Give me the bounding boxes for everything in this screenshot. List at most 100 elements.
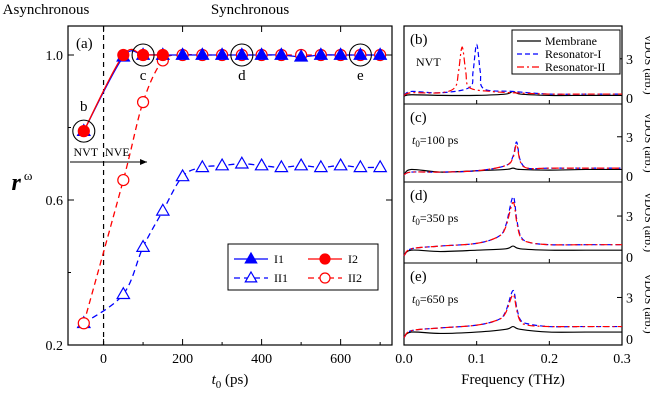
panel-tag-d: (d)	[410, 188, 428, 204]
vdos-x-tick-label: 0.3	[613, 352, 631, 367]
vdos-curve-Resonator-II	[403, 46, 622, 96]
point-I1	[234, 47, 250, 60]
vdos-curve-Membrane	[403, 325, 622, 339]
state-label-d: d	[238, 68, 246, 84]
panel-time-label: t0=650 ps	[412, 292, 459, 308]
state-label-e: e	[357, 68, 364, 84]
vdos-curve-Resonator-II	[403, 294, 622, 339]
point-II1	[195, 159, 210, 173]
point-I1	[214, 47, 230, 60]
legend-marker-I2	[319, 253, 331, 265]
state-circle-e	[348, 43, 372, 67]
vdos-legend-label-Resonator-I: Resonator-I	[545, 47, 601, 61]
point-II2	[117, 173, 130, 187]
vdos-y-tick-label: 3	[626, 291, 633, 306]
panel-tag-e: (e)	[410, 269, 427, 285]
legend-marker-I1	[244, 251, 258, 264]
point-II1	[116, 286, 131, 300]
nve-label: NVE	[105, 145, 130, 159]
point-II1	[353, 159, 368, 173]
point-II1	[234, 156, 250, 169]
point-II1	[214, 157, 230, 171]
vdos-y-zero-label: 0	[626, 333, 633, 348]
vdos-legend-label-Resonator-II: Resonator-II	[545, 60, 605, 74]
point-I1	[254, 47, 269, 60]
x-tick-label: 200	[172, 352, 193, 367]
legend-marker-II1	[244, 270, 258, 283]
vdos-curve-Resonator-II	[403, 201, 622, 257]
state-circle-d	[230, 43, 254, 67]
vdos-x-tick-label: 0.0	[395, 352, 413, 367]
y-tick-label: 0.2	[46, 339, 64, 354]
synchronous-label: Synchronous	[211, 2, 289, 18]
vdos-x-tick-label: 0.2	[541, 352, 559, 367]
vdos-y-zero-label: 0	[626, 92, 633, 107]
legend-label-II1: II1	[274, 271, 288, 285]
x-axis-label: t0 (ps)	[212, 372, 249, 391]
state-label-c: c	[140, 68, 147, 84]
point-I1	[372, 47, 388, 60]
point-II2	[136, 96, 150, 109]
vdos-y-zero-label: 0	[626, 251, 633, 266]
y-tick-label: 0.6	[46, 194, 64, 209]
point-I1	[175, 47, 190, 60]
x-tick-label: 600	[330, 352, 351, 367]
point-I1	[293, 49, 309, 62]
legend-label-I1: I1	[274, 252, 284, 266]
point-I1	[195, 47, 210, 60]
point-I1	[353, 47, 368, 60]
point-I2	[117, 48, 130, 62]
nvt-label: NVT	[73, 145, 98, 159]
legend-a: I1 I2 II1 II2	[227, 243, 379, 291]
vdos-y-axis-label: vDOS (arb.)	[642, 113, 650, 172]
panel-tag-b: (b)	[410, 32, 428, 48]
point-II1	[175, 168, 190, 182]
point-I2	[156, 48, 169, 62]
point-II2	[77, 317, 90, 330]
panel-a-chart: 0 200 400 600 0.2 0.6 1.0 t0 (ps) r ω Asynchronous…	[3, 2, 393, 391]
state-circle-b	[72, 119, 96, 143]
vdos-x-axis-label: Frequency (THz)	[461, 372, 565, 388]
point-I2	[77, 125, 90, 138]
vdos-curve-Membrane	[403, 90, 622, 97]
point-I1	[313, 47, 329, 60]
vdos-y-tick-label: 3	[626, 53, 633, 68]
plot-frame	[67, 25, 393, 346]
point-II1	[274, 159, 289, 173]
vdos-frame	[403, 25, 623, 346]
point-II1	[155, 203, 171, 216]
state-label-b: b	[80, 99, 88, 115]
y-tick-label: 1.0	[46, 49, 64, 64]
vdos-y-zero-label: 0	[626, 170, 633, 185]
panel-vdos-charts: 3 0 (b) NVT vDOS (arb.) 3 0 (c) t0=100 ps vDOS (a…	[395, 25, 650, 388]
asynchronous-label: Asynchronous	[3, 2, 90, 18]
vdos-curve-Resonator-II	[403, 144, 622, 176]
legend-label-II2: II2	[348, 271, 362, 285]
point-II1	[313, 159, 329, 173]
vdos-y-tick-label: 3	[626, 210, 633, 225]
vdos-curve-Membrane	[403, 167, 623, 176]
panel-a-tag: (a)	[76, 36, 93, 52]
point-I1	[333, 47, 348, 60]
x-tick-label: 400	[251, 352, 272, 367]
legend-marker-II2	[319, 272, 331, 284]
vdos-y-axis-label: vDOS (arb.)	[642, 274, 650, 333]
point-I2	[136, 48, 150, 62]
panel-time-label: t0=100 ps	[412, 133, 459, 149]
panel-label-nvt: NVT	[416, 55, 441, 69]
point-I1	[274, 47, 289, 60]
point-II1	[372, 159, 388, 173]
vdos-y-axis-label: vDOS (arb.)	[642, 193, 650, 252]
panel-time-label: t0=350 ps	[412, 211, 459, 227]
vdos-y-tick-label: 3	[626, 131, 633, 146]
series-line-I2	[83, 48, 163, 132]
vdos-y-axis-label: vDOS (arb.)	[642, 35, 650, 94]
point-II1	[135, 239, 151, 252]
point-II1	[333, 157, 348, 171]
x-tick-label: 0	[100, 352, 107, 367]
panel-tag-c: (c)	[410, 110, 427, 126]
phase-arrow-head	[140, 158, 148, 165]
vdos-legend-box	[511, 29, 621, 75]
